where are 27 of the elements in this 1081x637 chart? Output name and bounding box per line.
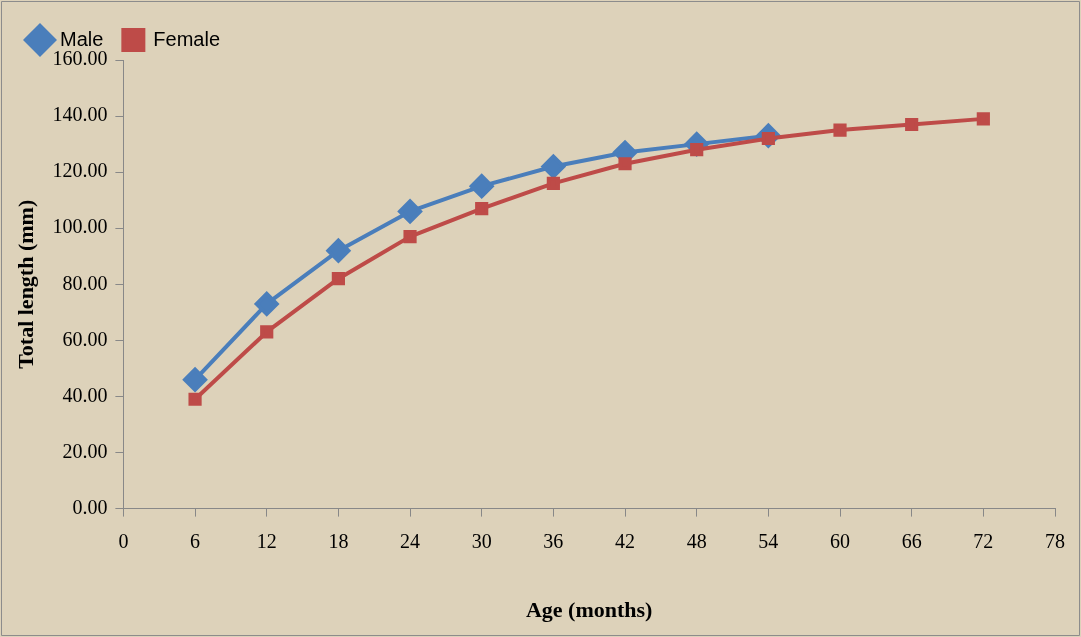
- y-tick-label: 140.00: [52, 103, 108, 126]
- x-tick-label: 18: [328, 529, 349, 552]
- x-tick-label: 48: [686, 529, 707, 552]
- x-tick-label: 12: [256, 529, 277, 552]
- y-tick-label: 0.00: [72, 495, 108, 518]
- x-tick-label: 54: [758, 529, 779, 552]
- x-tick-label: 42: [615, 529, 636, 552]
- legend-label: Female: [153, 27, 221, 50]
- legend-label: Male: [60, 27, 104, 50]
- x-axis-title: Age (months): [525, 597, 653, 623]
- x-tick-label: 0: [118, 529, 129, 552]
- y-tick-label: 160.00: [52, 47, 108, 70]
- y-axis-title: Total length (mm): [12, 199, 38, 369]
- x-tick-label: 72: [973, 529, 994, 552]
- y-tick-label: 20.00: [62, 439, 108, 462]
- y-tick-label: 100.00: [52, 215, 108, 238]
- x-tick-label: 78: [1045, 529, 1065, 552]
- x-tick-label: 36: [543, 529, 564, 552]
- x-tick-label: 6: [190, 529, 201, 552]
- y-tick-label: 60.00: [62, 327, 108, 350]
- y-tick-label: 40.00: [62, 383, 108, 406]
- y-tick-label: 80.00: [62, 271, 108, 294]
- x-tick-label: 24: [400, 529, 421, 552]
- y-tick-label: 120.00: [52, 159, 108, 182]
- x-tick-label: 66: [901, 529, 922, 552]
- x-tick-label: 30: [471, 529, 492, 552]
- x-tick-label: 60: [830, 529, 851, 552]
